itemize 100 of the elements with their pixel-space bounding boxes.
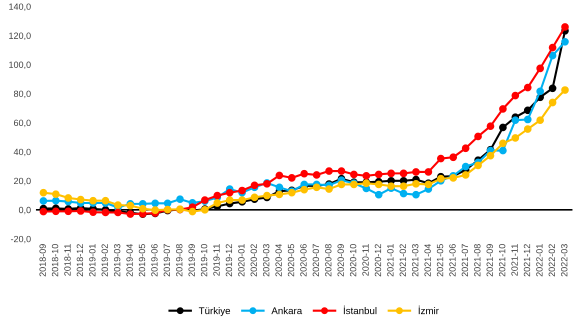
x-tick-label: 2021-10 xyxy=(498,244,506,276)
point xyxy=(536,116,544,124)
y-tick-label: 0,0 xyxy=(18,206,31,214)
point xyxy=(226,188,234,197)
x-tick-label: 2022-02 xyxy=(548,244,556,276)
x-tick-label: 2021-06 xyxy=(449,244,456,276)
legend-label: İzmir xyxy=(418,306,439,314)
point xyxy=(474,162,482,170)
x-tick-label: 2020-11 xyxy=(362,244,369,276)
point xyxy=(374,190,383,199)
x-tick-label: 2018-09 xyxy=(39,244,46,276)
point xyxy=(536,64,544,72)
point xyxy=(387,170,395,178)
point xyxy=(524,116,532,124)
x-tick-label: 2021-08 xyxy=(474,244,480,276)
point xyxy=(102,196,110,204)
point xyxy=(288,174,296,182)
point xyxy=(462,144,470,152)
legend-label: Ankara xyxy=(271,307,302,314)
point xyxy=(400,190,408,198)
x-tick-label: 2019-05 xyxy=(138,244,146,276)
x-tick-label: 2020-01 xyxy=(238,244,245,276)
point xyxy=(52,196,60,204)
point xyxy=(226,196,234,204)
point xyxy=(561,23,569,31)
point xyxy=(300,170,308,178)
x-tick-label: 2018-11 xyxy=(64,244,71,276)
point xyxy=(462,162,470,170)
point xyxy=(400,170,408,178)
point xyxy=(325,167,333,175)
point xyxy=(499,146,507,154)
point xyxy=(548,44,556,52)
legend-label: İstanbul xyxy=(344,306,376,314)
x-tick-label: 2021-09 xyxy=(486,244,493,276)
point xyxy=(350,170,358,178)
point xyxy=(412,190,420,199)
point xyxy=(512,116,520,124)
x-tick-label: 2020-06 xyxy=(300,244,307,276)
point xyxy=(524,106,532,114)
point xyxy=(64,194,72,202)
point xyxy=(548,84,556,92)
point xyxy=(524,125,532,133)
point xyxy=(276,190,284,198)
point xyxy=(52,190,60,198)
point xyxy=(64,207,72,216)
x-tick-label: 2020-02 xyxy=(250,244,257,276)
x-tick-label: 2021-03 xyxy=(412,244,418,276)
point xyxy=(276,172,284,180)
point xyxy=(325,185,333,193)
x-tick-label: 2019-01 xyxy=(89,244,96,276)
point xyxy=(437,154,445,162)
point xyxy=(499,139,507,148)
point xyxy=(486,152,494,160)
x-tick-label: 2021-11 xyxy=(511,244,518,276)
point xyxy=(151,206,159,214)
x-tick-label: 2020-04 xyxy=(275,244,282,276)
point xyxy=(276,183,284,192)
point xyxy=(164,199,172,208)
x-tick-label: 2020-03 xyxy=(262,244,270,276)
y-tick-label: 140,0 xyxy=(9,3,31,11)
point xyxy=(76,207,84,215)
x-tick-label: 2020-10 xyxy=(350,244,356,276)
point xyxy=(561,86,569,94)
y-tick-label: 60,0 xyxy=(14,120,31,128)
x-tick-label: 2019-02 xyxy=(102,244,108,276)
point xyxy=(499,124,507,132)
x-tick-label: 2019-08 xyxy=(176,244,182,276)
point xyxy=(512,134,520,142)
y-tick-label: 40,0 xyxy=(14,148,31,156)
x-tick-label: 2020-09 xyxy=(338,244,344,276)
x-tick-label: 2020-08 xyxy=(325,244,332,276)
x-tick-label: 2020-12 xyxy=(374,244,382,276)
x-tick-label: 2021-02 xyxy=(400,244,406,276)
x-tick-label: 2020-05 xyxy=(288,244,294,276)
point xyxy=(412,180,420,188)
point xyxy=(524,84,532,92)
x-tick-label: 2019-03 xyxy=(114,244,120,276)
point xyxy=(40,188,48,197)
y-tick-label: 80,0 xyxy=(14,90,31,98)
point xyxy=(176,195,184,204)
x-tick-label: 2021-04 xyxy=(424,244,431,276)
x-tick-label: 2020-07 xyxy=(312,244,320,276)
x-tick-label: 2018-10 xyxy=(52,244,58,276)
point xyxy=(114,201,122,209)
point xyxy=(250,181,258,190)
point xyxy=(374,180,383,188)
point xyxy=(52,207,60,216)
point xyxy=(89,208,97,216)
y-tick-label: 20,0 xyxy=(14,178,31,186)
x-tick-label: 2018-12 xyxy=(76,244,84,276)
x-tick-label: 2019-10 xyxy=(200,244,208,276)
point xyxy=(536,87,544,96)
x-tick-label: 2021-07 xyxy=(462,244,468,276)
x-tick-label: 2019-04 xyxy=(126,244,133,276)
x-tick-label: 2021-12 xyxy=(524,244,530,276)
point xyxy=(374,170,383,178)
y-tick-label: 120,0 xyxy=(9,32,31,40)
point xyxy=(138,204,147,212)
y-tick-label: 100,0 xyxy=(9,62,31,70)
legend-label: Türkiye xyxy=(198,307,230,316)
